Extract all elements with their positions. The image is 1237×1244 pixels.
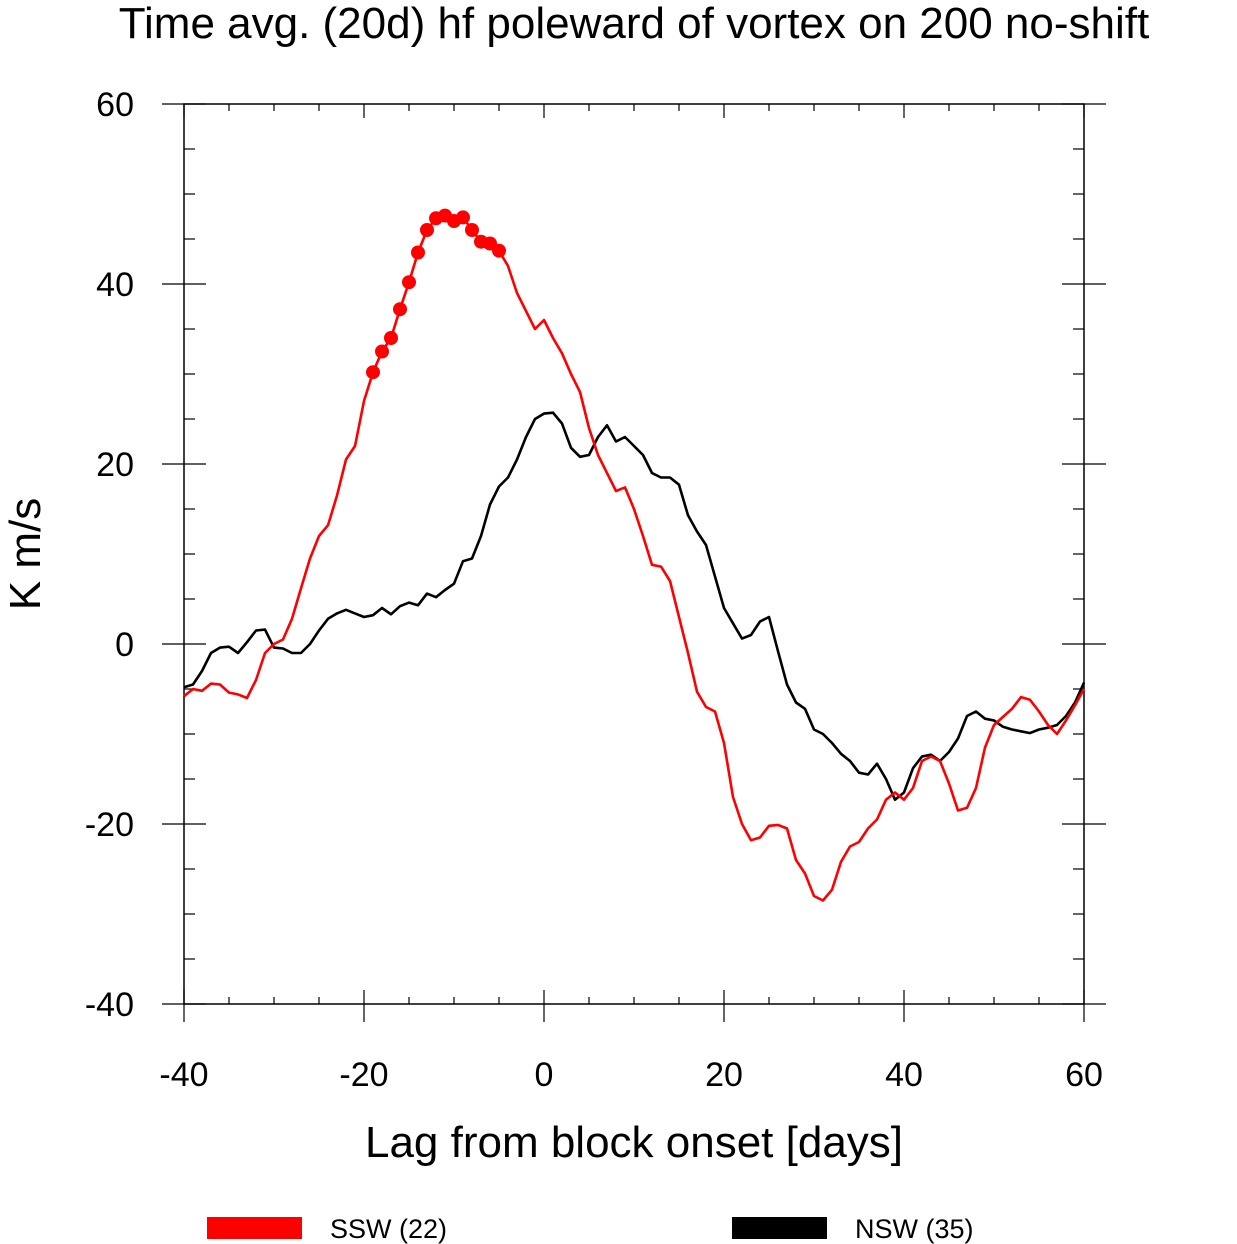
series-lines — [183, 214, 1086, 902]
legend-label-nsw: NSW (35) — [855, 1214, 974, 1244]
y-tick-label: -40 — [85, 986, 134, 1024]
ssw-marker-point — [411, 245, 425, 260]
axis-ticks — [162, 103, 1106, 1022]
plot-border — [183, 103, 1085, 1005]
x-tick-label: -20 — [339, 1056, 388, 1094]
y-axis-title: K m/s — [1, 498, 50, 610]
x-tick-label: -40 — [159, 1056, 208, 1094]
legend-swatch-ssw — [207, 1217, 302, 1239]
x-axis-title: Lag from block onset [days] — [365, 1118, 903, 1167]
y-tick-label: -20 — [85, 806, 134, 844]
series-line-ssw — [183, 214, 1086, 902]
x-tick-label: 40 — [885, 1056, 923, 1094]
x-tick-label: 0 — [535, 1056, 554, 1094]
ssw-marker-point — [492, 243, 506, 258]
ssw-marker-point — [366, 365, 380, 380]
plot-area — [183, 103, 1085, 1005]
ssw-marker-point — [384, 331, 398, 345]
y-tick-label: 0 — [115, 626, 134, 664]
y-tick-label: 40 — [96, 266, 134, 304]
y-tick-label: 60 — [96, 86, 134, 124]
series-markers — [366, 208, 506, 380]
legend-swatch-nsw — [732, 1217, 827, 1239]
axis-tick-labels: -40 -20 0 20 40 60 -40 -20 0 20 40 60 — [85, 86, 1103, 1094]
x-tick-label: 20 — [705, 1056, 743, 1094]
ssw-marker-point — [465, 223, 479, 237]
ssw-marker-point — [375, 344, 389, 359]
series-line-nsw — [183, 411, 1086, 802]
y-tick-label: 20 — [96, 446, 134, 484]
legend-label-ssw: SSW (22) — [330, 1214, 447, 1244]
ssw-marker-point — [393, 302, 407, 317]
ssw-marker-point — [402, 275, 416, 290]
x-tick-label: 60 — [1065, 1056, 1103, 1094]
ssw-marker-point — [456, 210, 470, 225]
chart-title: Time avg. (20d) hf poleward of vortex on… — [119, 0, 1149, 48]
ssw-marker-point — [420, 223, 434, 237]
legend: SSW (22) NSW (35) — [207, 1214, 974, 1244]
